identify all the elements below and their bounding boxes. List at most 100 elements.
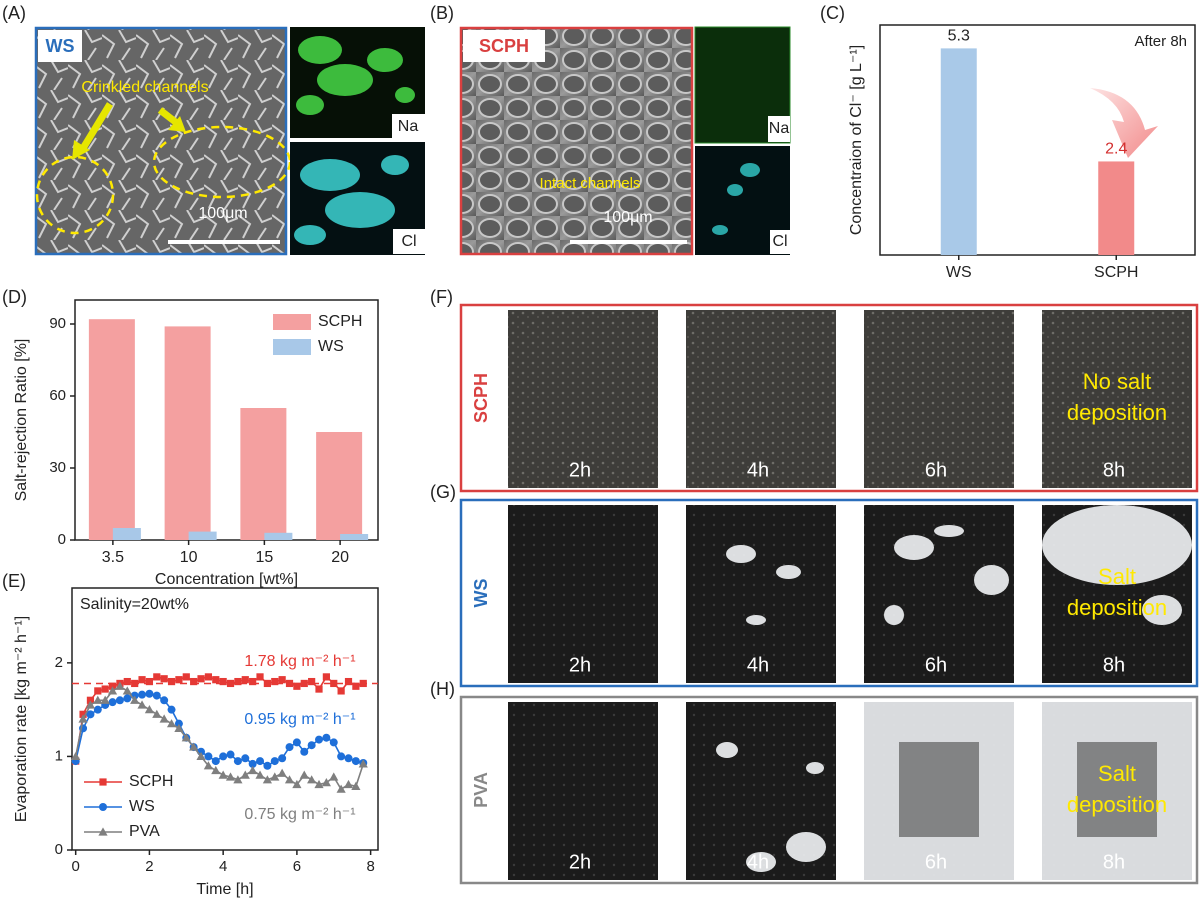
- panel-label: (E): [2, 571, 26, 591]
- panel-label: (D): [2, 287, 27, 307]
- note: deposition: [1067, 595, 1167, 620]
- point: [212, 676, 220, 684]
- legend-label: SCPH: [129, 773, 173, 790]
- point: [189, 742, 199, 751]
- point: [197, 675, 205, 683]
- point: [292, 779, 302, 789]
- point: [122, 686, 132, 695]
- map-label: Cl: [401, 233, 416, 250]
- sample-photo: [508, 310, 658, 488]
- sample-name: PVA: [471, 772, 491, 808]
- point: [94, 687, 102, 695]
- note: No salt: [1083, 369, 1151, 394]
- sem-image: [459, 26, 694, 256]
- point: [292, 738, 301, 747]
- map-label: Na: [769, 120, 790, 137]
- point: [299, 770, 309, 779]
- point: [86, 710, 95, 719]
- salt-patch: [746, 852, 776, 872]
- tag-box: [38, 30, 82, 62]
- point: [255, 770, 265, 779]
- point: [248, 759, 257, 768]
- point: [225, 772, 236, 781]
- point: [352, 682, 360, 690]
- panel-label: (G): [430, 482, 456, 502]
- point: [99, 803, 107, 811]
- point: [152, 691, 161, 700]
- point: [101, 685, 109, 693]
- point: [359, 679, 367, 688]
- point: [203, 761, 214, 770]
- salt-patch: [884, 605, 904, 625]
- x-tick-label: SCPH: [1094, 264, 1138, 281]
- time-label: 2h: [569, 654, 591, 676]
- point: [337, 752, 346, 761]
- y-tick-label: 1: [55, 747, 63, 764]
- annotation: 1.78 kg m⁻² h⁻¹: [244, 653, 355, 670]
- bar: [164, 326, 211, 540]
- row-frame: [459, 498, 1199, 688]
- highlight: [35, 155, 115, 235]
- point: [138, 690, 147, 699]
- panel-label: (H): [430, 679, 455, 699]
- point: [166, 719, 177, 728]
- point: [219, 752, 228, 761]
- note: deposition: [1067, 400, 1167, 425]
- plot-frame: [74, 299, 379, 541]
- point: [218, 770, 228, 779]
- x-tick-label: 2: [145, 858, 153, 875]
- point: [300, 747, 309, 756]
- time-label: 4h: [747, 851, 769, 873]
- point: [249, 677, 257, 686]
- point: [152, 709, 162, 718]
- map-tag: [770, 230, 790, 254]
- point: [160, 696, 169, 705]
- salt-patch: [894, 535, 934, 560]
- point: [226, 679, 235, 688]
- legend-label: WS: [318, 338, 344, 355]
- point: [71, 751, 81, 761]
- point: [284, 775, 295, 784]
- plot-frame: [71, 587, 379, 851]
- arrow: [79, 102, 113, 152]
- point: [153, 673, 161, 681]
- bar: [1098, 161, 1135, 255]
- point: [174, 719, 183, 728]
- point: [85, 700, 96, 709]
- salt-patch: [786, 832, 826, 862]
- point: [174, 723, 184, 732]
- salt-patch: [934, 525, 964, 537]
- sample-photo: [508, 702, 658, 880]
- point: [322, 673, 330, 681]
- point: [315, 685, 323, 693]
- point: [100, 695, 110, 704]
- y-tick-label: 2: [55, 654, 63, 671]
- x-tick-label: WS: [946, 264, 972, 281]
- point: [144, 705, 155, 714]
- point: [277, 768, 287, 777]
- eds-signal: [712, 163, 760, 235]
- point: [167, 705, 176, 714]
- sample-photo: [686, 310, 836, 488]
- sample-name: SCPH: [471, 373, 491, 423]
- x-tick-label: 3.5: [102, 549, 124, 566]
- salt-gap: [1077, 742, 1157, 837]
- time-label: 6h: [925, 851, 947, 873]
- eds-signal: [694, 26, 791, 144]
- series-line: [74, 675, 364, 762]
- point: [278, 754, 287, 763]
- y-axis-label: Concentraion of Cl⁻ [g L⁻¹]: [848, 45, 865, 235]
- time-label: 8h: [1103, 654, 1125, 676]
- annotation: Crinkled channels: [81, 79, 208, 96]
- panel-label: (A): [2, 3, 26, 23]
- bar: [940, 48, 977, 255]
- map-tag: [393, 229, 425, 254]
- time-label: 8h: [1103, 459, 1125, 481]
- point: [115, 696, 124, 705]
- point: [263, 761, 272, 770]
- point: [271, 677, 279, 686]
- arrow: [157, 107, 181, 127]
- y-axis-label: Salt-rejection Ratio [%]: [13, 339, 30, 502]
- legend-label: SCPH: [318, 313, 362, 330]
- salt-patch: [974, 565, 1009, 595]
